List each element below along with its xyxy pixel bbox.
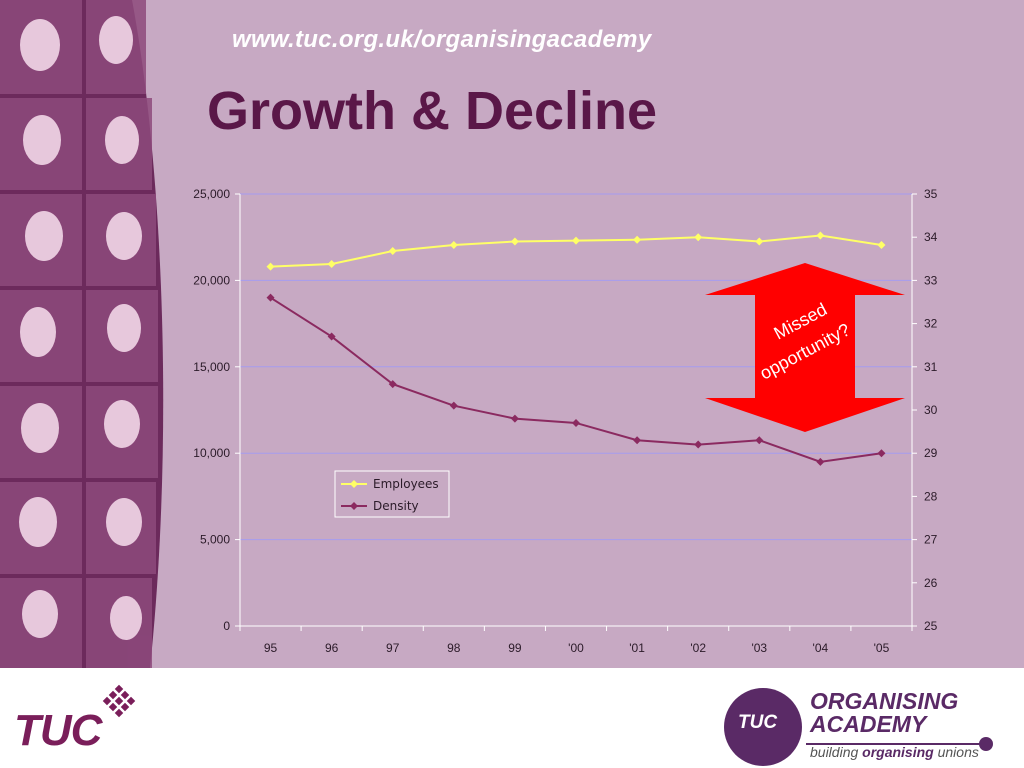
- density-point: [388, 380, 397, 389]
- x-tick-label: 97: [386, 641, 400, 655]
- left-tick-label: 10,000: [193, 446, 230, 460]
- density-point: [694, 440, 703, 449]
- right-tick-label: 31: [924, 360, 938, 374]
- density-point: [755, 436, 764, 445]
- density-point: [266, 293, 275, 302]
- left-tick-label: 25,000: [193, 187, 230, 201]
- right-tick-label: 35: [924, 187, 938, 201]
- x-tick-label: 96: [325, 641, 339, 655]
- tuc-logo-mark: [102, 684, 136, 718]
- x-axis-ticks: 95 96 97 98 99 '00 '01 '02 '03 '04 '05: [239, 626, 913, 655]
- left-tick-label: 5,000: [200, 533, 230, 547]
- right-tick-label: 26: [924, 576, 938, 590]
- footer-bar: [0, 668, 1024, 768]
- website-url: www.tuc.org.uk/organisingacademy: [232, 26, 652, 53]
- right-tick-label: 30: [924, 403, 938, 417]
- employees-point: [877, 240, 886, 249]
- x-tick-label: '00: [568, 641, 584, 655]
- right-tick-label: 29: [924, 446, 938, 460]
- double-arrow-shape: [705, 263, 905, 432]
- left-tick-label: 20,000: [193, 273, 230, 287]
- density-point: [816, 457, 825, 466]
- left-tick-label: 0: [223, 619, 230, 633]
- right-tick-label: 34: [924, 230, 938, 244]
- density-point: [572, 418, 580, 427]
- employees-point: [266, 262, 275, 271]
- x-tick-label: '05: [874, 641, 890, 655]
- x-tick-label: '01: [629, 641, 645, 655]
- tuc-logo-text: TUC: [14, 706, 102, 755]
- density-point: [449, 401, 458, 410]
- oa-underline-rule: [806, 737, 993, 751]
- legend-item-density: Density: [341, 499, 419, 513]
- slide-title: Growth & Decline: [207, 81, 658, 141]
- employees-point: [694, 233, 703, 242]
- right-tick-label: 32: [924, 317, 938, 331]
- series-lines: [266, 231, 886, 466]
- organising-academy-badge: [724, 688, 802, 766]
- left-tick-label: 15,000: [193, 360, 230, 374]
- legend-label-employees: Employees: [373, 477, 439, 491]
- employees-point: [633, 235, 642, 244]
- density-point: [510, 414, 519, 423]
- right-tick-label: 25: [924, 619, 938, 633]
- chart-legend: Employees Density: [334, 470, 450, 518]
- organising-academy-tagline: building organising unions: [810, 744, 979, 760]
- oa-tagline-post: unions: [933, 744, 979, 760]
- right-tick-label: 33: [924, 273, 938, 287]
- legend-item-employees: Employees: [341, 477, 439, 491]
- right-tick-label: 28: [924, 489, 938, 503]
- x-tick-label: 98: [447, 641, 461, 655]
- oa-title-line2: ACADEMY: [810, 711, 927, 737]
- employees-point: [510, 237, 519, 246]
- missed-opportunity-arrow: Missed opportunity?: [705, 263, 905, 432]
- staff-photo-strip: [0, 0, 164, 668]
- x-tick-label: 99: [508, 641, 522, 655]
- oa-badge-text: TUC: [738, 712, 778, 733]
- organising-academy-title: ORGANISING ACADEMY: [810, 690, 958, 736]
- x-tick-label: '04: [813, 641, 829, 655]
- employees-point: [449, 240, 458, 249]
- x-tick-label: 95: [264, 641, 278, 655]
- oa-tagline-pre: building: [810, 744, 863, 760]
- right-tick-label: 27: [924, 533, 938, 547]
- oa-tagline-bold: organising: [862, 744, 934, 760]
- legend-label-density: Density: [373, 499, 419, 513]
- employees-point: [572, 236, 580, 245]
- employees-point: [388, 247, 397, 256]
- left-axis-ticks: 0 5,000 10,000 15,000 20,000 25,000: [193, 187, 240, 633]
- employees-point: [327, 259, 336, 268]
- density-point: [633, 436, 642, 445]
- x-tick-label: '03: [751, 641, 767, 655]
- right-axis-ticks: 25 26 27 28 29 30 31 32 33 34 35: [912, 187, 938, 633]
- employees-point: [755, 237, 764, 246]
- x-tick-label: '02: [690, 641, 706, 655]
- density-point: [327, 332, 336, 341]
- density-point: [877, 449, 886, 458]
- oa-title-line1: ORGANISING: [810, 688, 959, 714]
- employees-point: [816, 231, 825, 240]
